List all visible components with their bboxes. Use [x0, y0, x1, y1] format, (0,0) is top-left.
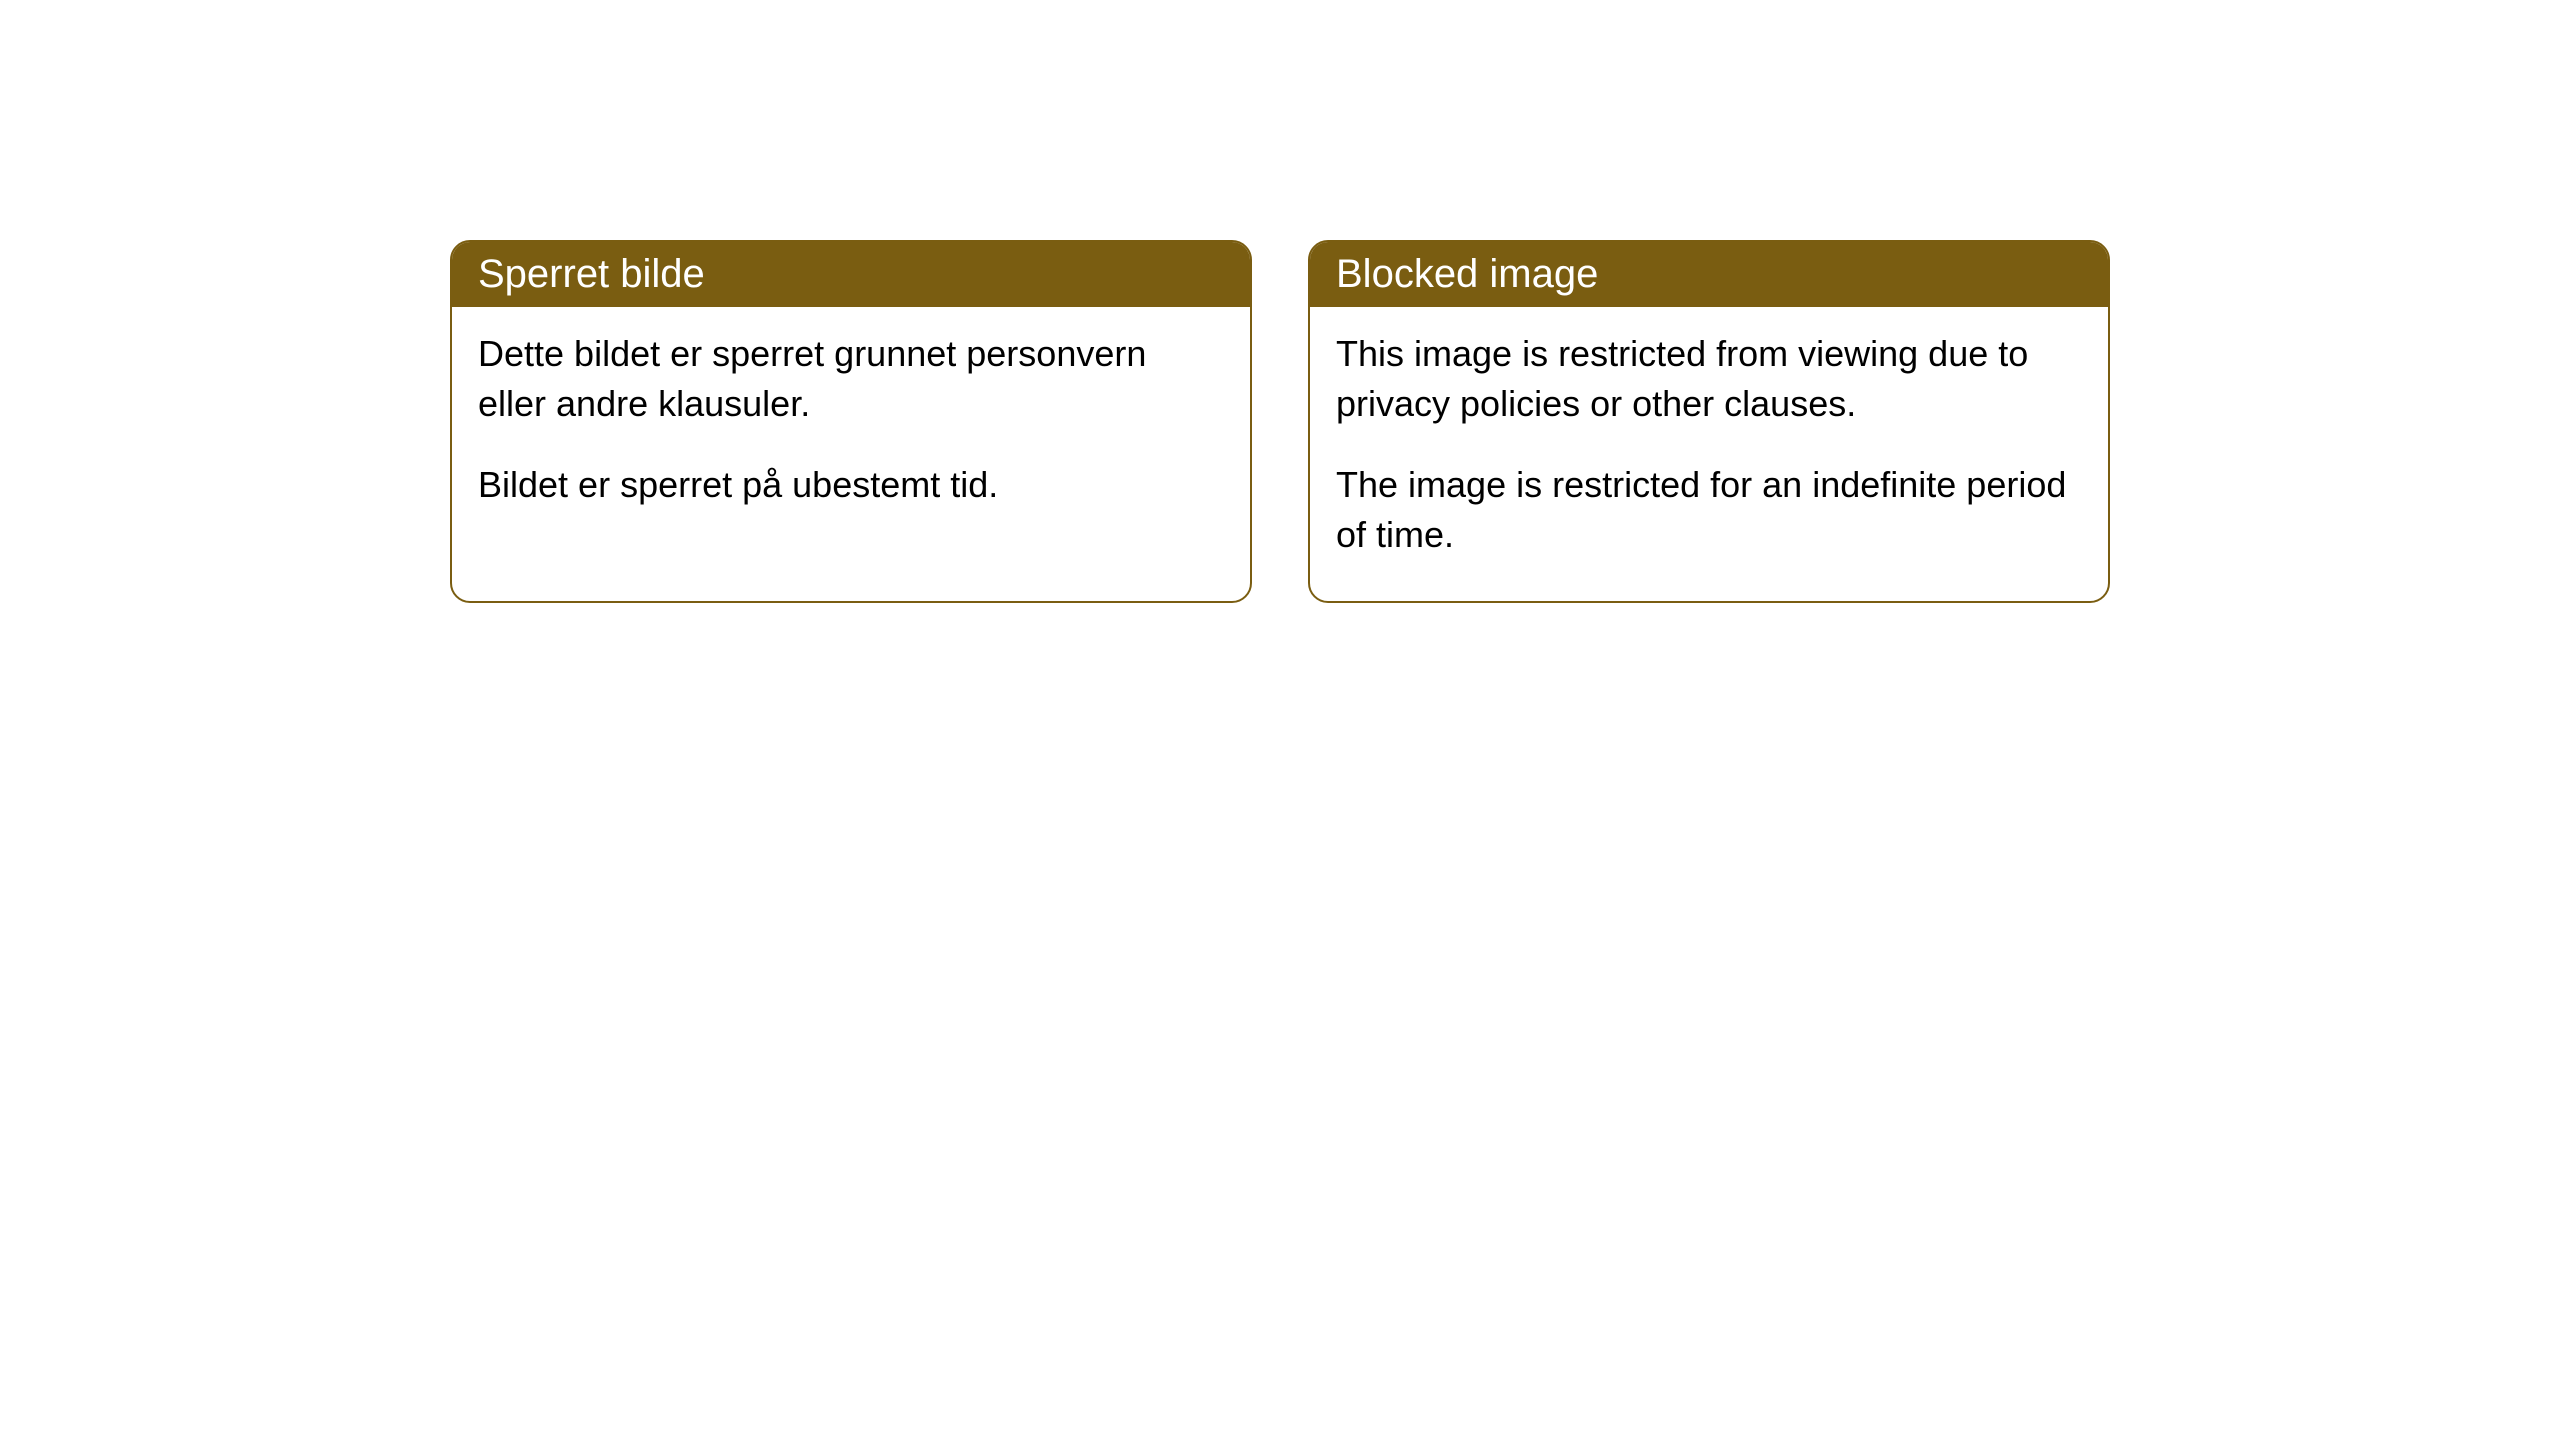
card-english-header: Blocked image [1310, 242, 2108, 307]
card-norwegian-title: Sperret bilde [478, 252, 705, 296]
card-english-paragraph-1: This image is restricted from viewing du… [1336, 329, 2082, 430]
card-norwegian: Sperret bilde Dette bildet er sperret gr… [450, 240, 1252, 603]
card-norwegian-paragraph-1: Dette bildet er sperret grunnet personve… [478, 329, 1224, 430]
card-english-paragraph-2: The image is restricted for an indefinit… [1336, 460, 2082, 561]
card-norwegian-paragraph-2: Bildet er sperret på ubestemt tid. [478, 460, 1224, 510]
card-norwegian-header: Sperret bilde [452, 242, 1250, 307]
card-english: Blocked image This image is restricted f… [1308, 240, 2110, 603]
notice-container: Sperret bilde Dette bildet er sperret gr… [450, 240, 2110, 603]
card-english-body: This image is restricted from viewing du… [1310, 307, 2108, 601]
card-norwegian-body: Dette bildet er sperret grunnet personve… [452, 307, 1250, 550]
card-english-title: Blocked image [1336, 252, 1598, 296]
